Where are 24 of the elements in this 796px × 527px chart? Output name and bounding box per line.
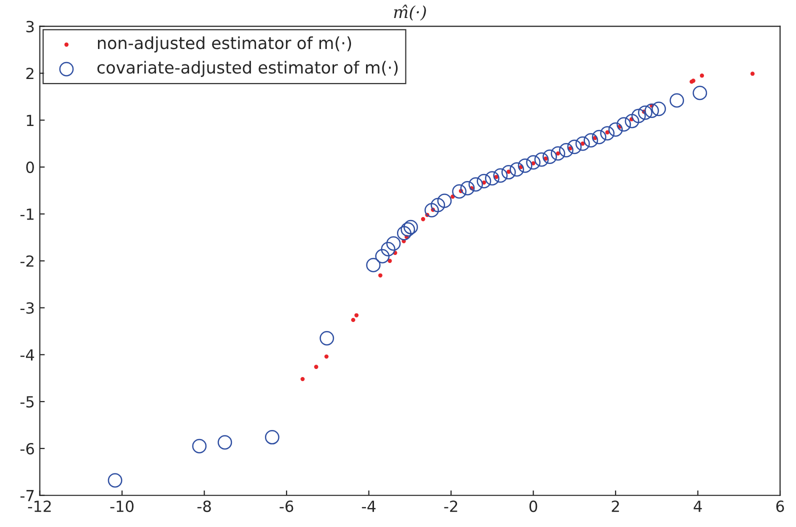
legend-label: non-adjusted estimator of m(·) — [98, 36, 352, 52]
y-tick-label: -6 — [20, 442, 34, 454]
x-tick-label: 4 — [694, 500, 702, 512]
y-tick-label: -1 — [20, 208, 34, 220]
x-tick-label: 6 — [776, 500, 784, 512]
y-tick-label: -5 — [20, 396, 34, 408]
y-tick-label: 1 — [26, 114, 34, 126]
y-tick-label: -7 — [20, 490, 34, 502]
y-tick-label: 2 — [26, 68, 34, 80]
y-tick-label: -2 — [20, 255, 34, 267]
x-tick-label: 2 — [612, 500, 619, 512]
y-tick-label: -4 — [20, 349, 34, 360]
x-tick-label: -12 — [28, 500, 51, 512]
x-tick-label: 0 — [529, 500, 538, 512]
y-tick-label: 0 — [26, 162, 34, 174]
y-tick-label: 3 — [26, 20, 34, 32]
x-tick-label: -6 — [280, 500, 294, 512]
x-tick-label: -4 — [362, 500, 376, 512]
y-tick-label: -3 — [20, 302, 34, 314]
x-tick-label: -8 — [197, 500, 211, 512]
x-tick-label: -10 — [110, 500, 134, 512]
x-tick-label: -2 — [444, 500, 458, 512]
legend-label: covariate-adjusted estimator of m(·) — [97, 60, 398, 77]
chart-title: m̂(·) — [394, 4, 426, 21]
